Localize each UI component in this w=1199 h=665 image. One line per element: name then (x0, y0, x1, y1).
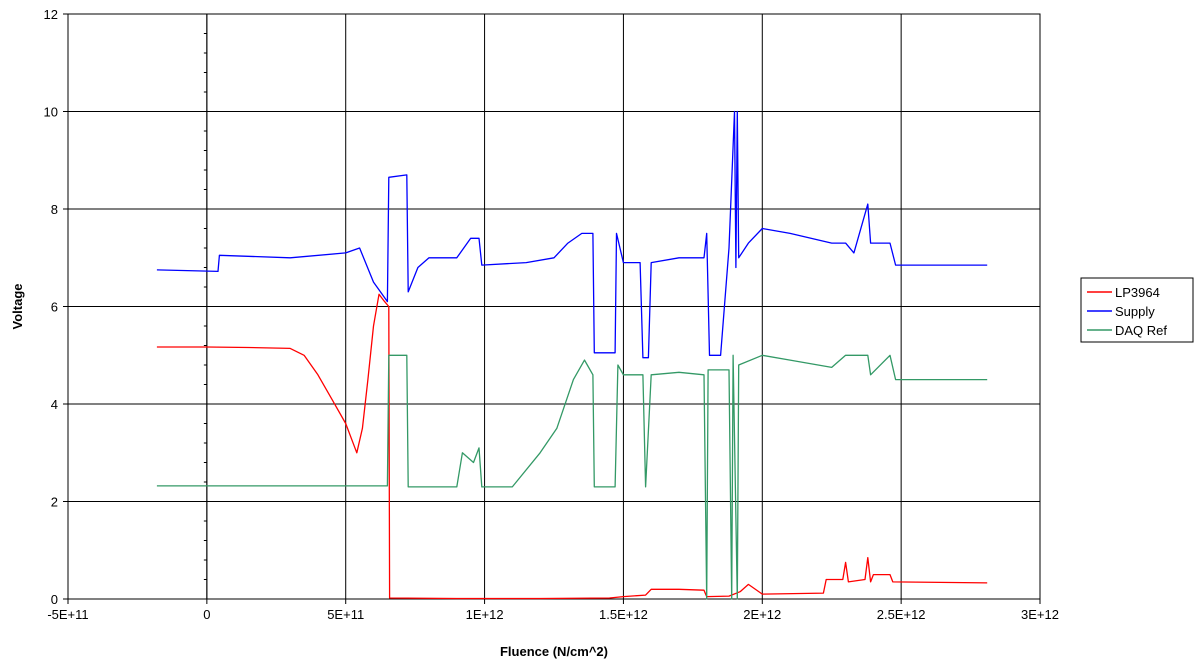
legend-label: LP3964 (1115, 285, 1160, 300)
y-tick-label: 4 (51, 397, 58, 412)
x-tick-label: 3E+12 (1021, 607, 1059, 622)
series-line-lp3964 (156, 293, 988, 600)
x-axis-title: Fluence (N/cm^2) (500, 644, 608, 659)
x-tick-label: 2.5E+12 (877, 607, 926, 622)
grid (67, 13, 1041, 600)
axes (63, 13, 1041, 604)
series-lines (156, 110, 988, 600)
y-tick-label: 2 (51, 495, 58, 510)
x-tick-label: 2E+12 (743, 607, 781, 622)
x-tick-label: 5E+11 (327, 607, 364, 622)
x-tick-label: 0 (203, 607, 210, 622)
y-axis-title: Voltage (10, 284, 25, 330)
x-tick-label: -5E+11 (47, 607, 88, 622)
tick-labels: -5E+11 0 5E+11 1E+12 1.5E+12 2E+12 2.5E+12 3E+1… (44, 7, 1059, 622)
series-line-supply (156, 110, 988, 359)
series-line-daq-ref (156, 354, 988, 600)
y-tick-label: 6 (51, 300, 58, 315)
y-tick-label: 0 (51, 592, 58, 607)
x-tick-label: 1E+12 (466, 607, 504, 622)
legend: LP3964 Supply DAQ Ref (1080, 277, 1194, 343)
legend-box (1080, 277, 1194, 343)
legend-label: Supply (1115, 304, 1155, 319)
y-tick-label: 12 (44, 7, 58, 22)
y-tick-label: 10 (44, 105, 58, 120)
x-tick-label: 1.5E+12 (599, 607, 648, 622)
legend-label: DAQ Ref (1115, 323, 1167, 338)
y-tick-label: 8 (51, 202, 58, 217)
